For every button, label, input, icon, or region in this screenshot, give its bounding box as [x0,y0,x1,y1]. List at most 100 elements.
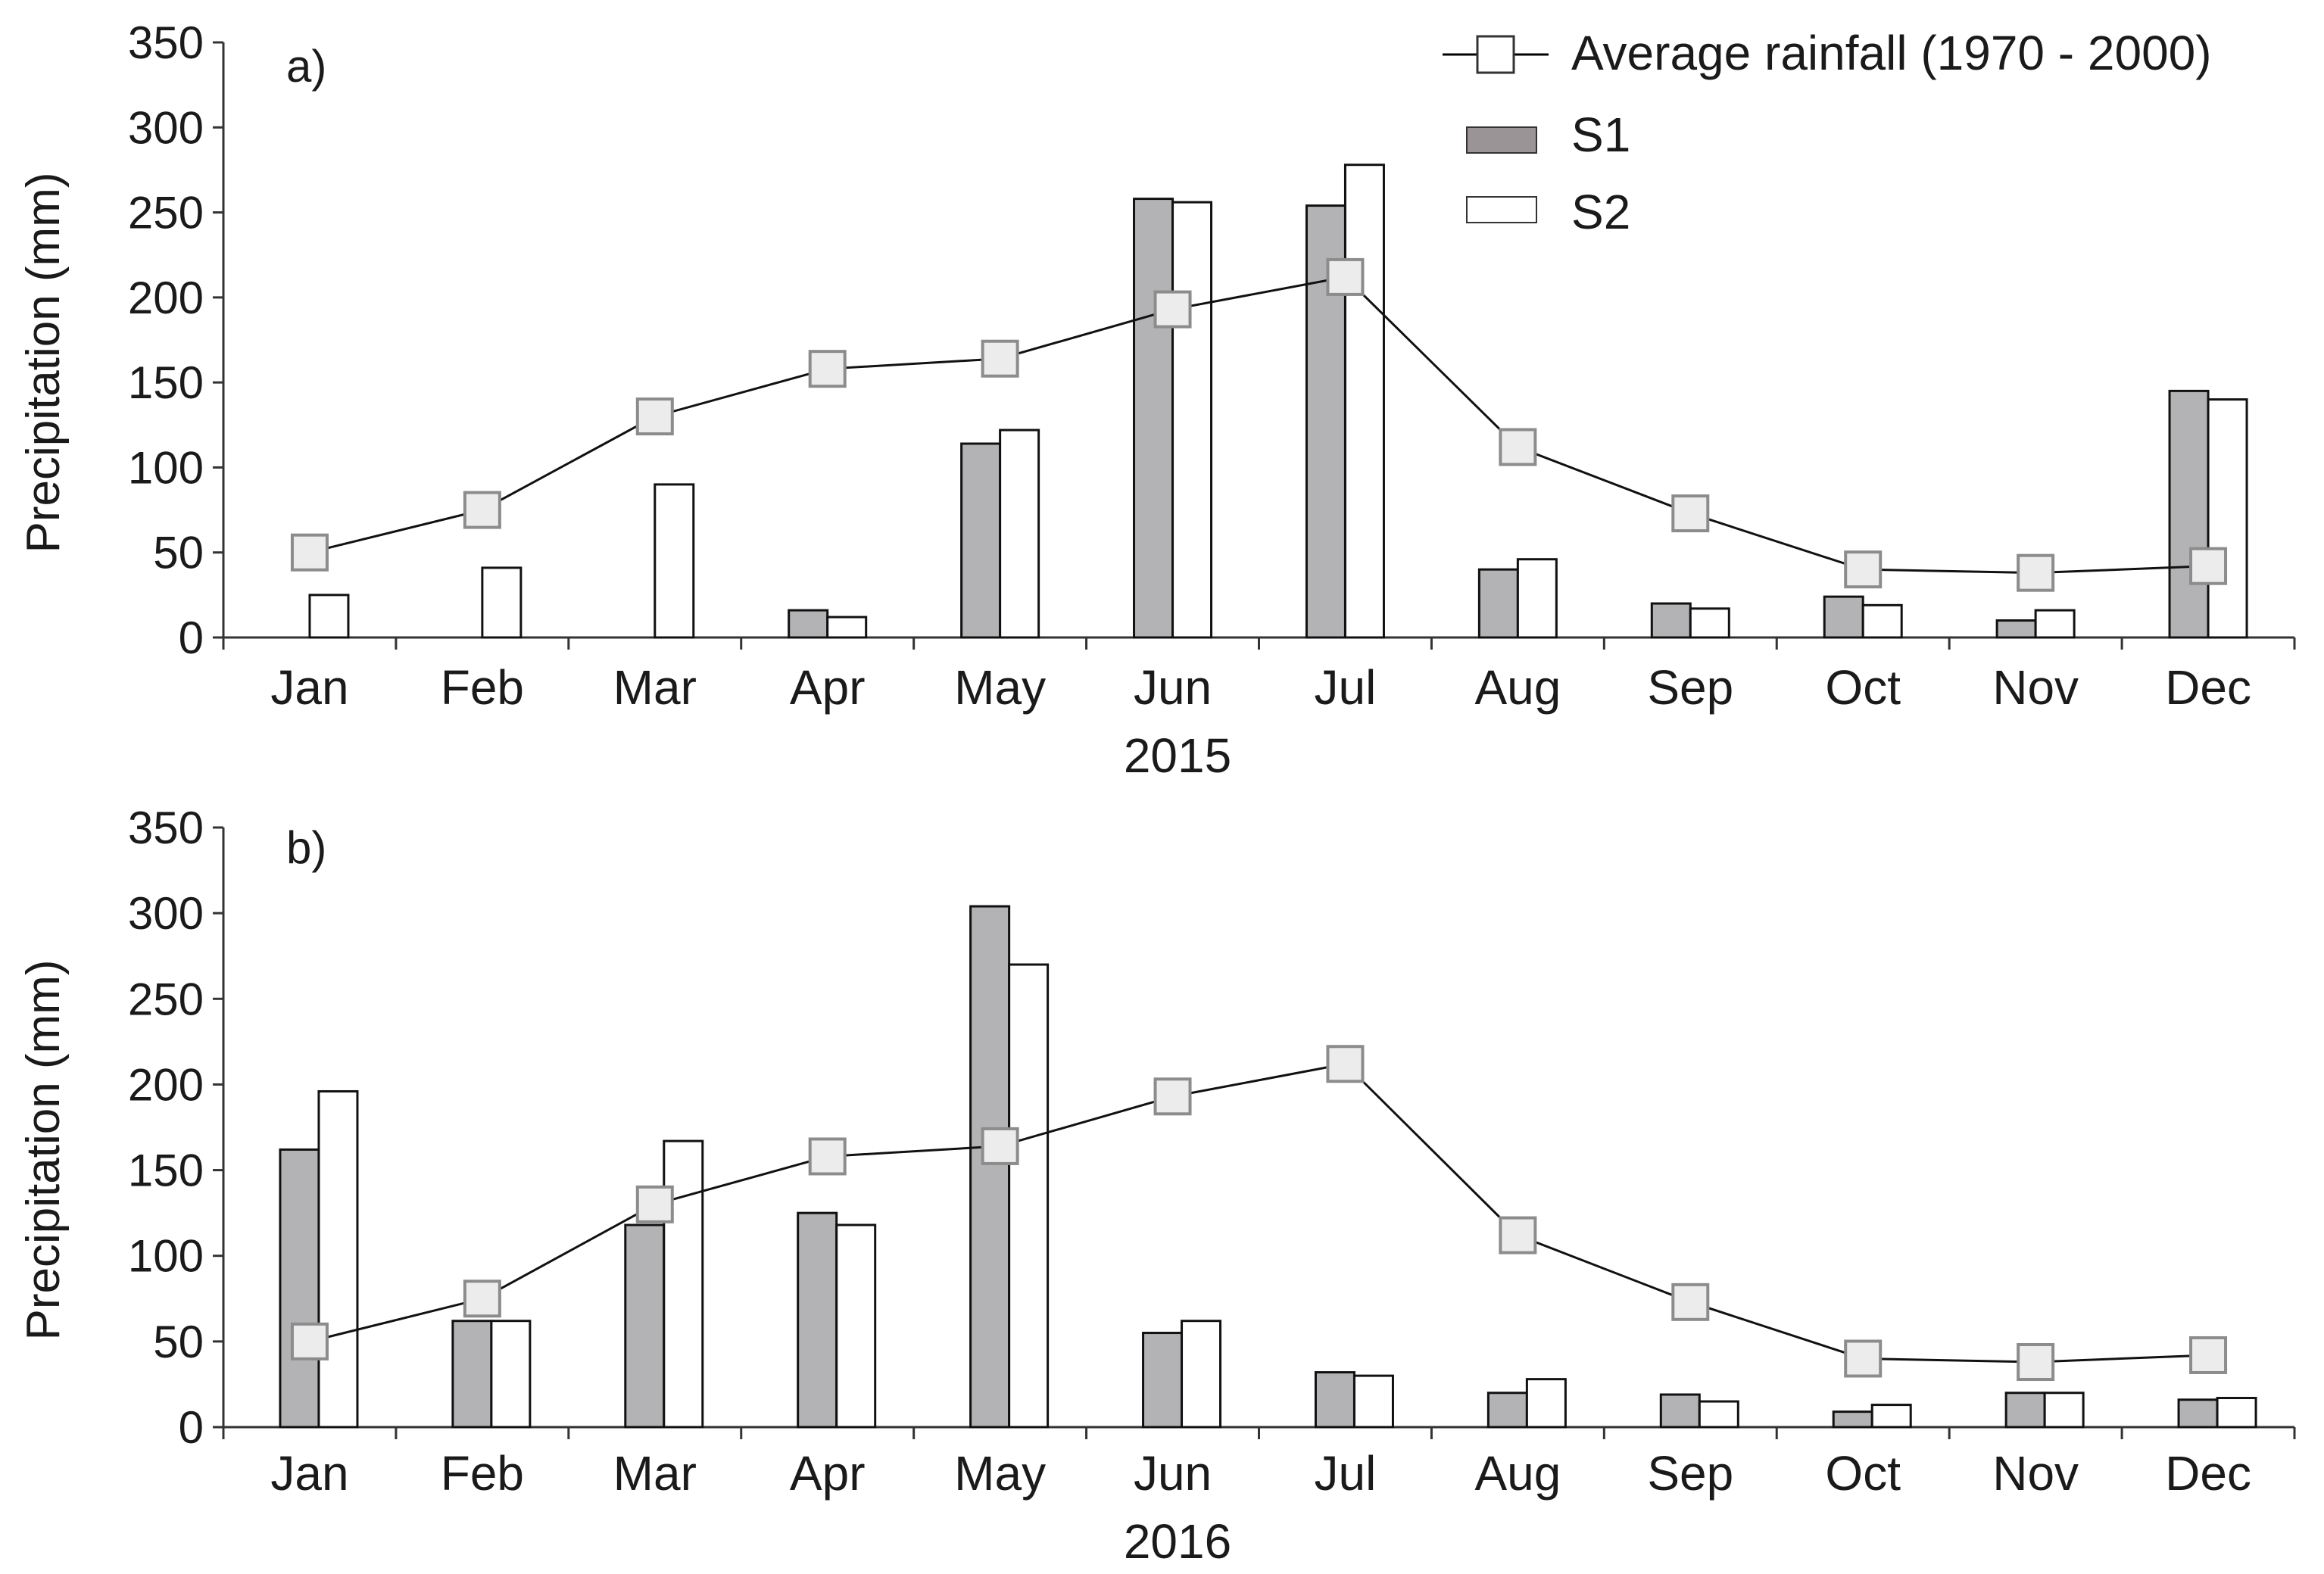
y-tick-label: 0 [179,612,204,663]
bar-s1-mar [624,1223,666,1429]
panel-label: b) [286,822,326,873]
y-tick-label: 50 [153,1317,204,1367]
x-axis-title: 2015 [1124,728,1231,783]
bar-s2-jun [1181,1320,1222,1429]
average-rainfall-marker-oct [1844,550,1883,589]
y-tick-label: 300 [128,888,204,939]
average-rainfall-marker-oct [1844,1339,1883,1378]
x-tick-label-aug: Aug [1474,660,1561,715]
bar-s1-dec [2177,1398,2219,1429]
x-tick-label-jul: Jul [1315,660,1377,715]
bar-s2-may [1008,963,1050,1429]
bar-s2-aug [1525,1378,1567,1429]
bar-s1-sep [1659,1393,1701,1429]
average-rainfall-marker-may [981,1127,1019,1165]
y-tick-label: 100 [128,442,204,493]
x-tick-label-feb: Feb [441,1446,524,1501]
y-tick-label: 300 [128,102,204,153]
bar-s1-apr [788,609,829,639]
x-tick-label-jun: Jun [1134,1446,1212,1501]
x-tick-label-sep: Sep [1647,660,1733,715]
panel-a-chart: 0 50 100 150 200 250 300 350 Jan Feb Mar Apr May Jun J… [17,17,2296,783]
average-rainfall-marker-feb [463,1279,501,1318]
bar-s1-may [960,442,1002,639]
legend-square-marker [1476,35,1515,74]
average-rainfall-marker-jan [290,533,329,572]
bar-s2-may [999,429,1040,639]
y-tick-label: 0 [179,1402,204,1453]
bar-s1-apr [797,1211,838,1429]
bar-s2-jan [317,1089,359,1429]
x-tick-label-may: May [954,660,1046,715]
y-tick-label: 50 [153,528,204,578]
average-rainfall-marker-sep [1671,1283,1710,1321]
bar-s2-oct [1870,1404,1912,1429]
x-tick-label-dec: Dec [2165,1446,2251,1501]
bar-s2-sep [1698,1400,1739,1429]
bar-s1-jan [279,1148,320,1429]
bar-s2-feb [490,1320,532,1429]
bar-s1-aug [1477,568,1519,639]
y-tick-label: 350 [128,17,204,68]
x-tick-label-oct: Oct [1825,1446,1901,1501]
x-tick-label-dec: Dec [2165,660,2251,715]
bar-s1-dec [2168,389,2210,639]
bar-s1-nov [1995,619,2037,639]
bar-s2-sep [1689,607,1730,639]
average-rainfall-marker-jun [1153,1077,1192,1116]
x-tick-label-may: May [954,1446,1046,1501]
average-rainfall-marker-jul [1326,257,1365,296]
bar-s2-jul [1343,164,1385,639]
average-rainfall-marker-dec [2189,1336,2228,1374]
bar-s1-jun [1142,1332,1184,1429]
bar-s1-oct [1823,595,1864,639]
average-rainfall-line [309,276,2209,575]
y-tick-label: 200 [128,1059,204,1110]
bar-s2-nov [2043,1392,2085,1429]
legend: Average rainfall (1970 - 2000) S1 S2 [1443,26,2212,239]
bar-s2-nov [2034,609,2076,639]
bar-s1-jul [1314,1371,1355,1429]
bar-s2-feb [481,566,523,639]
y-axis-title: Precipitation (mm) [17,960,70,1341]
bar-s1-jun [1133,198,1174,639]
bar-s2-dec [2207,398,2248,639]
bar-s2-apr [835,1223,877,1429]
x-tick-label-jun: Jun [1134,660,1212,715]
panel-label: a) [286,41,326,92]
legend-swatch-s2 [1466,196,1537,223]
bar-s2-oct [1861,603,1903,639]
bar-s1-feb [451,1320,493,1429]
bar-s2-jun [1171,201,1213,639]
legend-label-s2: S2 [1571,185,1630,239]
x-tick-label-apr: Apr [790,660,866,715]
bar-s2-jul [1352,1374,1394,1429]
bar-s2-dec [2216,1397,2257,1429]
bar-s1-oct [1832,1410,1873,1429]
x-tick-label-jan: Jan [270,1446,348,1501]
average-rainfall-marker-dec [2189,547,2228,585]
average-rainfall-marker-jul [1326,1045,1365,1083]
panel-b-chart: 0 50 100 150 200 250 300 350 Jan Feb Mar Apr May Jun J… [17,803,2296,1569]
bar-s2-mar [654,483,695,639]
x-tick-label-jul: Jul [1315,1446,1377,1501]
y-tick-label: 200 [128,273,204,323]
average-rainfall-marker-aug [1499,1216,1537,1255]
average-rainfall-marker-apr [808,350,847,388]
x-axis-title: 2016 [1124,1514,1231,1569]
x-tick-label-aug: Aug [1474,1446,1561,1501]
bar-s1-nov [2004,1392,2046,1429]
average-rainfall-marker-may [981,339,1019,378]
average-rainfall-marker-jun [1153,290,1192,329]
legend-label-average-rainfall: Average rainfall (1970 - 2000) [1571,26,2212,80]
y-tick-label: 250 [128,188,204,238]
bar-s1-aug [1486,1392,1528,1429]
average-rainfall-marker-jan [290,1322,329,1360]
bar-s1-sep [1650,602,1692,639]
bar-s2-jan [308,594,350,639]
average-rainfall-marker-mar [635,1185,674,1223]
x-tick-label-sep: Sep [1647,1446,1733,1501]
average-rainfall-marker-aug [1499,428,1537,466]
legend-label-s1: S1 [1571,108,1630,162]
